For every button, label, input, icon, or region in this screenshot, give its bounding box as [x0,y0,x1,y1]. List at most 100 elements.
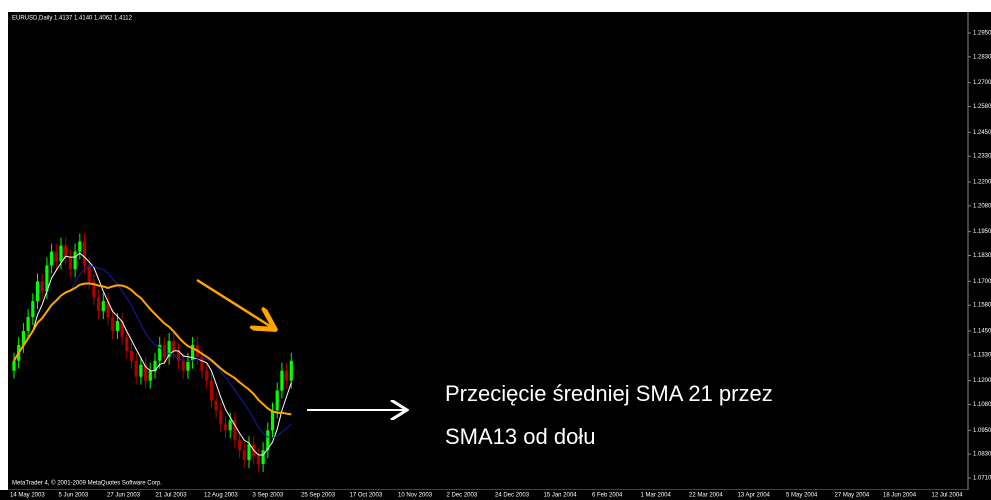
candle-body [280,370,284,391]
date-label: 6 Feb 2004 [592,493,623,499]
price-label: 1.2450 [973,130,991,136]
price-label: 1.1830 [973,253,991,259]
date-label: 27 May 2004 [835,493,870,499]
chart-bg [8,12,991,490]
candle-body [153,360,157,371]
candle-body [181,360,185,371]
date-label: 12 Jul 2004 [932,493,964,499]
candle-body [242,450,246,461]
candle-body [270,410,275,431]
candle-body [214,400,218,411]
candle-body [59,245,63,262]
candle-body [191,344,195,361]
candle-body [233,420,237,441]
date-label: 24 Dec 2003 [495,493,530,499]
candle-body [82,241,87,266]
candle-body [73,251,77,270]
price-label: 1.1580 [973,303,991,309]
date-label: 3 Sep 2003 [253,493,284,499]
candle-body [64,245,68,258]
candle-body [129,350,134,361]
date-label: 17 Oct 2003 [350,493,383,499]
candle-body [134,360,138,377]
date-label: 18 Jun 2004 [883,493,917,499]
candle-body [172,340,176,351]
candle-body [21,330,25,345]
price-label: 1.0950 [973,428,991,434]
candle-body [40,281,44,292]
candle-body [45,265,49,292]
date-label: 25 Sep 2003 [301,493,336,499]
candle-body [120,321,124,337]
date-label: 21 Jul 2003 [156,493,188,499]
candle-body [101,301,105,312]
candle-body [139,364,143,377]
candle-body [256,456,260,465]
symbol-header: EURUSD,Daily 1.4137 1.4140 1.4062 1.4112 [12,16,133,22]
price-label: 1.1950 [973,229,991,235]
candle-body [162,344,166,357]
date-label: 13 Apr 2004 [738,493,771,499]
candle-body [266,430,270,451]
candle-body [50,251,54,266]
price-label: 1.1080 [973,402,991,408]
candle-body [238,440,242,451]
date-label: 5 Jun 2003 [59,493,89,499]
candle-body [87,265,91,282]
candle-body [148,370,152,381]
price-label: 1.1200 [973,378,991,384]
price-label: 1.2200 [973,180,991,186]
date-label: 2 Dec 2003 [447,493,478,499]
copyright: MetaTrader 4, © 2001-2009 MetaQuotes Sof… [12,480,162,487]
candle-body [26,317,30,331]
candle-body [111,317,115,331]
candle-body [158,344,162,361]
candle-body [115,321,119,331]
candle-body [106,301,110,318]
price-label: 1.0710 [973,476,991,482]
price-label: 1.2080 [973,203,991,209]
candle-body [205,370,209,381]
date-label: 1 Mar 2004 [641,493,672,499]
candle-body [261,450,265,465]
date-label: 12 Aug 2003 [204,493,238,499]
price-label: 1.0830 [973,452,991,458]
candle-body [31,301,35,318]
price-label: 1.1330 [973,352,991,358]
date-label: 15 Jan 2004 [544,493,578,499]
candle-body [167,340,171,357]
candle-body [54,251,58,262]
date-label: 27 Jun 2003 [107,493,141,499]
candle-body [285,370,289,381]
candle-body [200,356,204,371]
moving-average [13,282,292,416]
candle-body [125,336,129,351]
candle-body [97,297,101,312]
candle-body [247,444,251,461]
candle-body [223,424,228,431]
price-label: 1.1700 [973,279,991,285]
trend-arrow [196,278,273,328]
date-label: 14 May 2003 [10,493,45,499]
candle-body [228,420,232,431]
date-label: 10 Nov 2003 [398,493,433,499]
candle-body [12,360,16,371]
candle-body [78,241,82,252]
annotation-line-1: Przecięcie średniej SMA 21 przez [445,381,773,406]
candle-body [144,364,148,381]
annotation-line-2: SMA13 od dołu [445,424,595,449]
price-label: 1.2830 [973,54,991,60]
price-label: 1.2950 [973,31,991,37]
date-label: 22 Mar 2004 [689,493,723,499]
price-label: 1.1450 [973,329,991,335]
candle-body [219,410,223,425]
price-label: 1.2330 [973,154,991,160]
candle-body [209,380,213,401]
date-label: 5 May 2004 [786,493,818,499]
price-label: 1.2580 [973,104,991,110]
price-label: 1.2700 [973,80,991,86]
candle-body [68,257,72,270]
candle-body [92,281,96,298]
candle-body [176,350,181,361]
